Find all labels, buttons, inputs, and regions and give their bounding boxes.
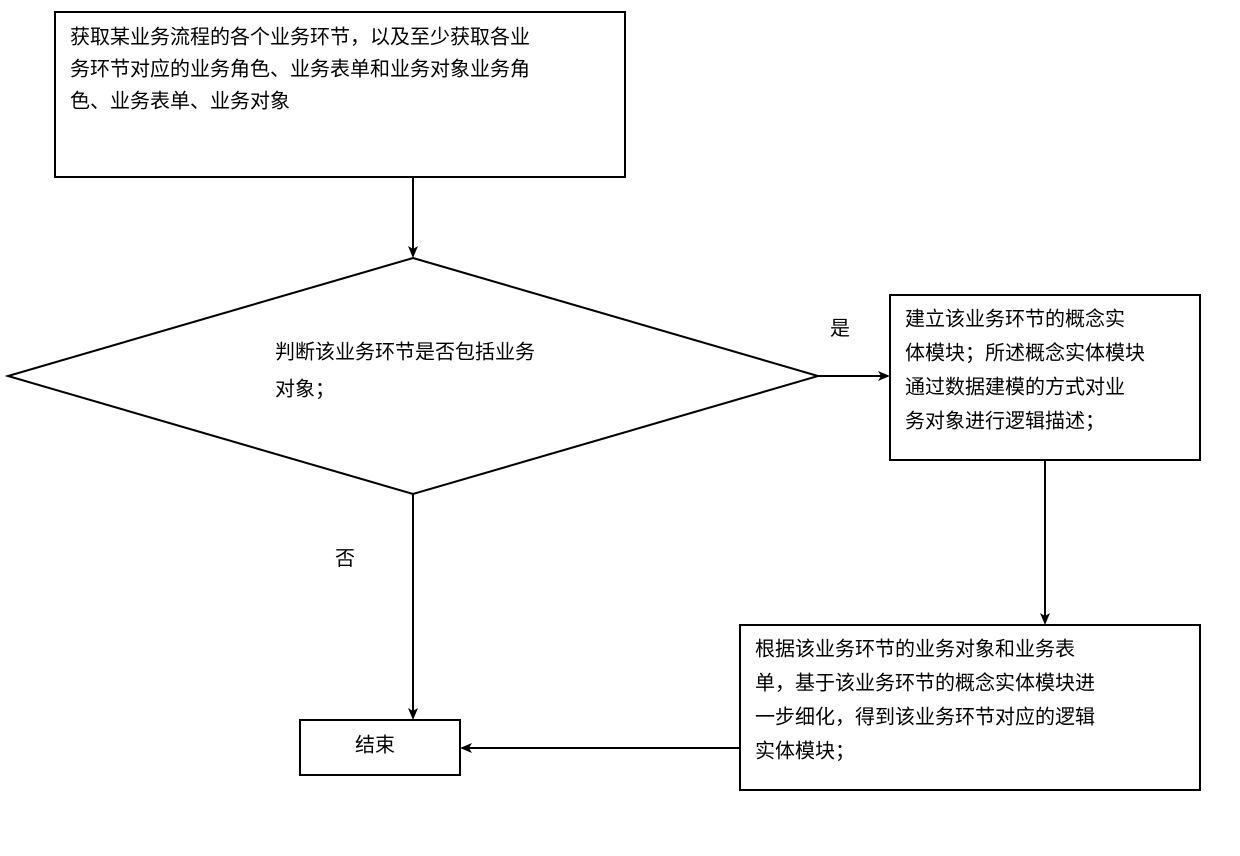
start-box-line1: 获取某业务流程的各个业务环节，以及至少获取各业 [70, 26, 530, 49]
end-line1: 结束 [355, 734, 395, 757]
decision-shape [8, 258, 818, 494]
start-box-line3: 色、业务表单、业务对象 [70, 90, 290, 113]
flow-node-concept: 建立该业务环节的概念实 体模块；所述概念实体模块 通过数据建模的方式对业 务对象… [890, 295, 1200, 460]
concept-line2: 体模块；所述概念实体模块 [905, 341, 1145, 365]
decision-line1: 判断该业务环节是否包括业务 [275, 341, 535, 364]
edge-decision-to-concept: 是 [818, 318, 888, 376]
start-box-line2: 务环节对应的业务角色、业务表单和业务对象业务角 [70, 58, 530, 81]
flow-node-start: 获取某业务流程的各个业务环节，以及至少获取各业 务环节对应的业务角色、业务表单和… [55, 12, 625, 177]
flow-node-decision: 判断该业务环节是否包括业务 对象； [8, 258, 818, 494]
concept-line3: 通过数据建模的方式对业 [905, 376, 1125, 399]
concept-line1: 建立该业务环节的概念实 [905, 307, 1125, 331]
decision-line2: 对象； [275, 378, 335, 401]
label-yes: 是 [830, 318, 850, 340]
logic-line1: 根据该业务环节的业务对象和业务表 [755, 638, 1075, 661]
flow-node-logic: 根据该业务环节的业务对象和业务表 单，基于该业务环节的概念实体模块进 一步细化，… [740, 625, 1200, 790]
edge-decision-to-end: 否 [335, 494, 413, 718]
logic-line4: 实体模块； [755, 740, 855, 763]
flow-node-end: 结束 [300, 720, 460, 775]
logic-line2: 单，基于该业务环节的概念实体模块进 [755, 671, 1095, 695]
label-no: 否 [335, 548, 355, 570]
logic-line3: 一步细化，得到该业务环节对应的逻辑 [755, 706, 1095, 729]
concept-line4: 务对象进行逻辑描述； [905, 410, 1105, 433]
